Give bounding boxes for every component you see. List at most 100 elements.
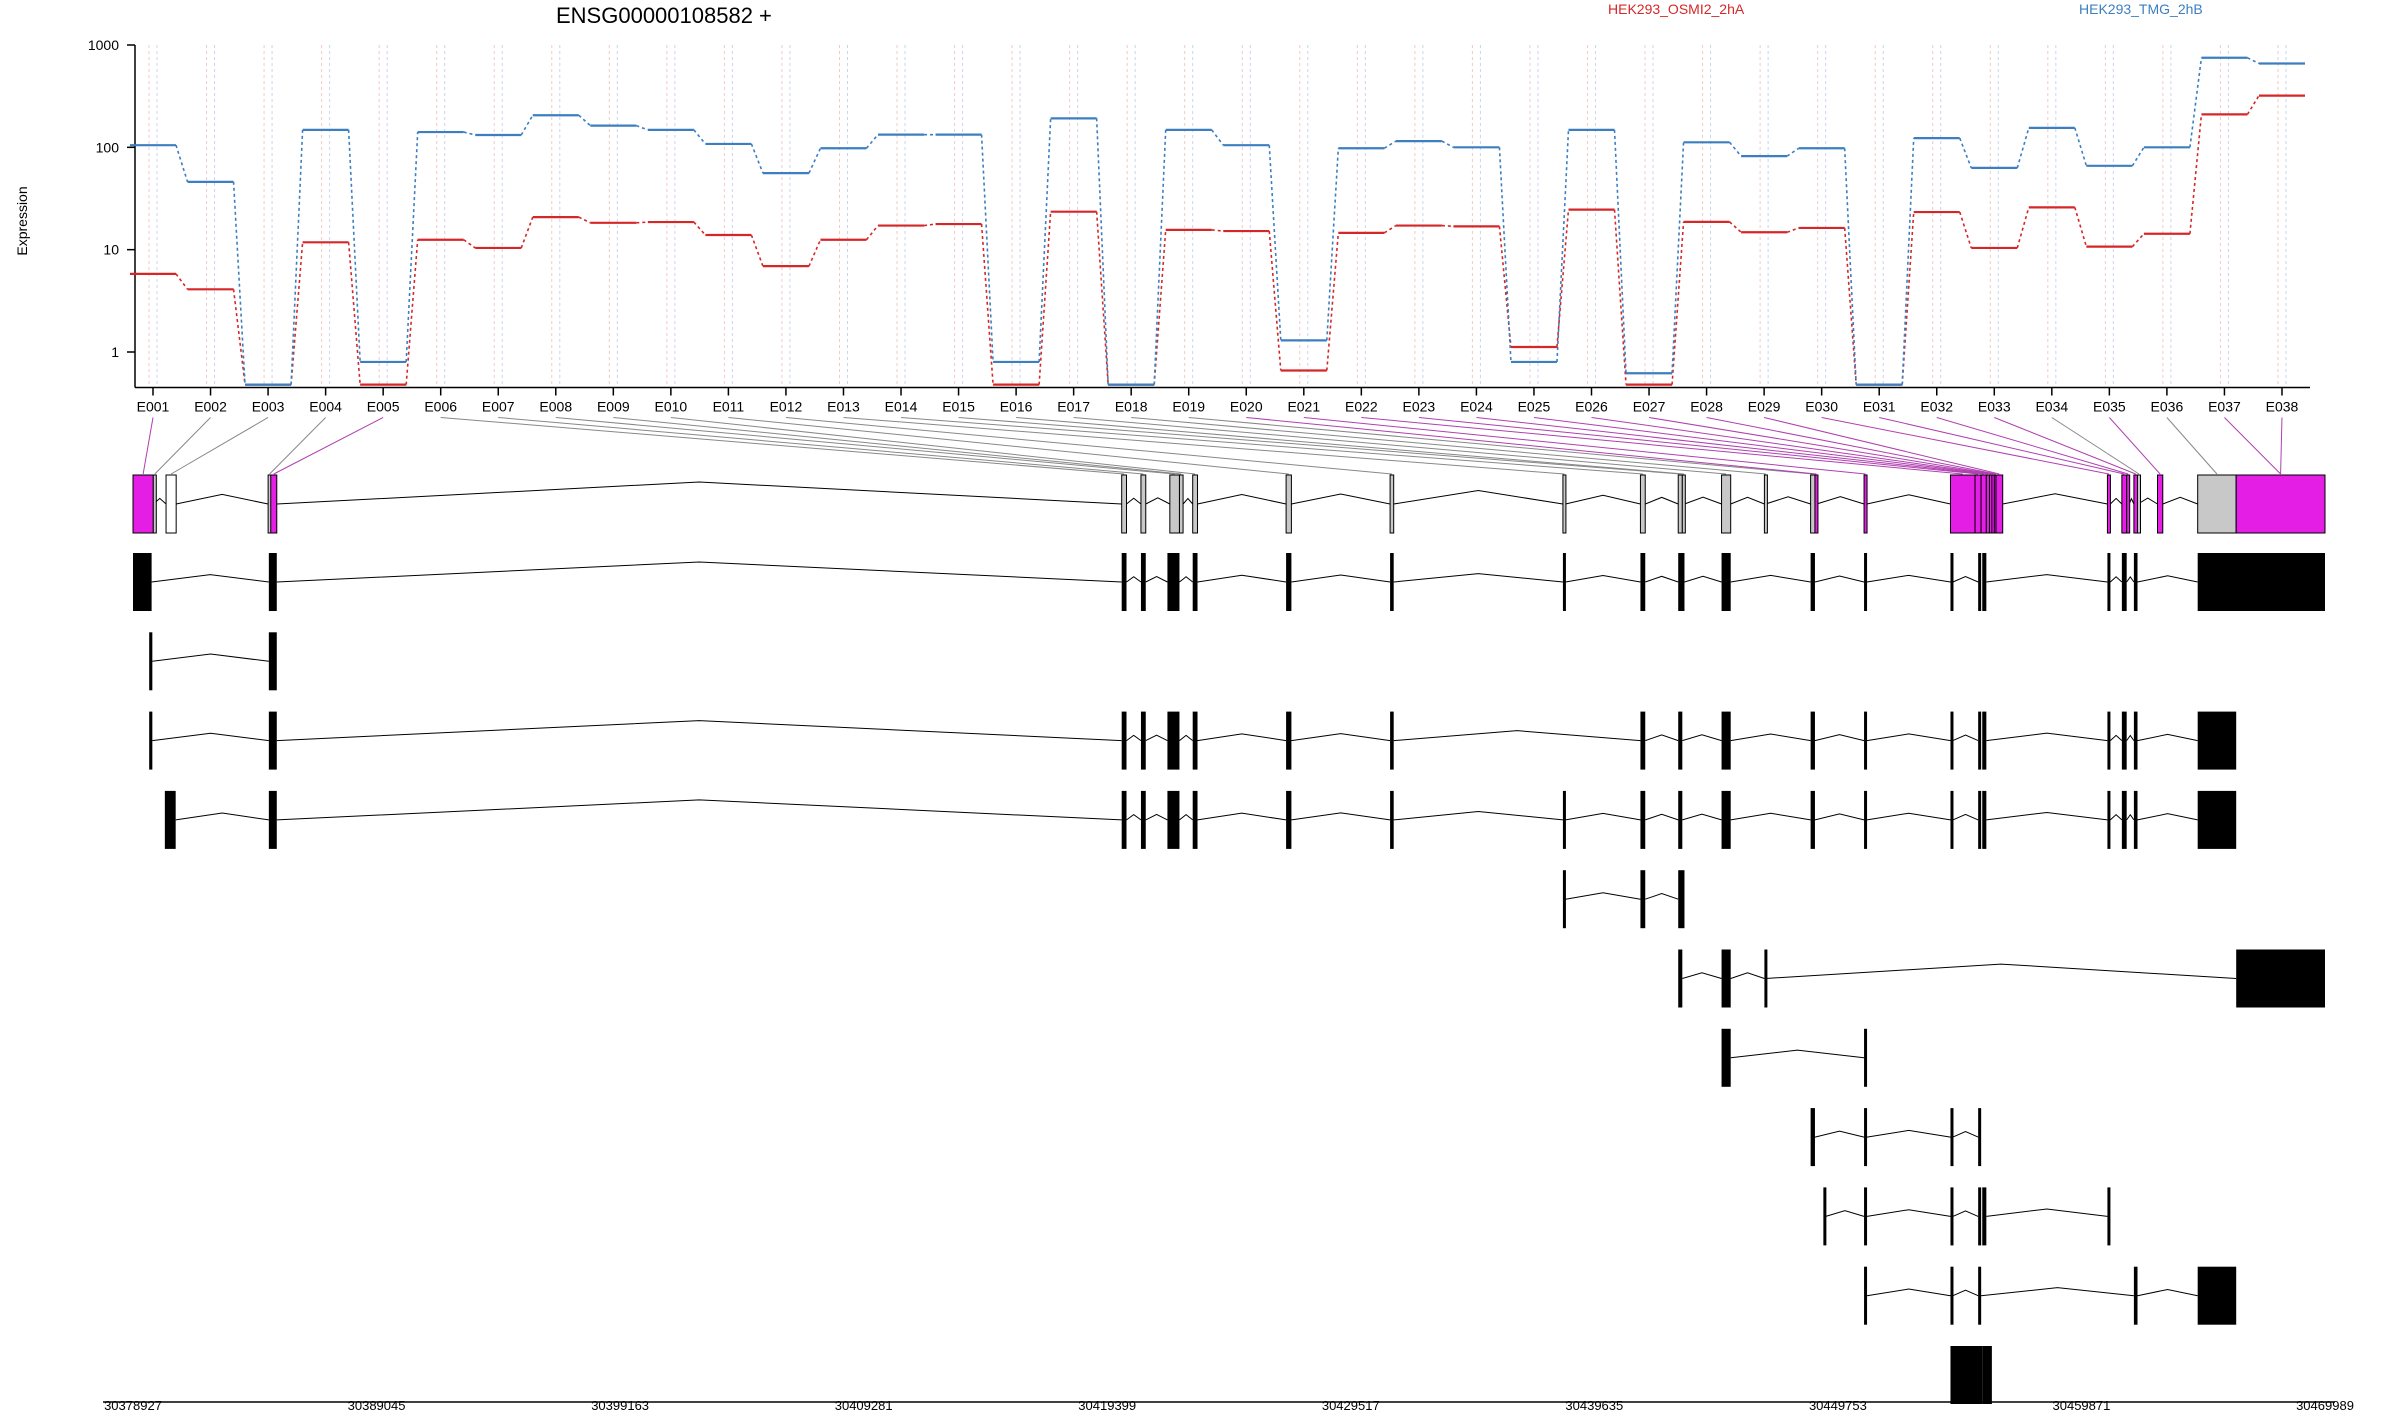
transcript-intron: [1291, 574, 1391, 583]
exon-bin: [2137, 474, 2142, 534]
series-layer: [129, 56, 2305, 386]
transcripts-layer: [133, 553, 2325, 1404]
x-tick-label: E013: [827, 398, 860, 414]
transcript-intron: [1645, 893, 1679, 900]
transcript-exon: [1950, 711, 1954, 770]
transcript-exon: [1640, 870, 1646, 929]
transcript-intron: [1866, 1288, 1951, 1297]
x-tick-label: E018: [1115, 398, 1148, 414]
exon-bin: [1995, 474, 2004, 534]
x-tick-label: E008: [539, 398, 572, 414]
exon-connector: [2166, 417, 2218, 475]
transcript-intron: [1986, 811, 2108, 821]
genome-tick-label: 30449753: [1809, 1398, 1867, 1410]
exon-bin: [1121, 474, 1128, 534]
exon-connector: [1418, 416, 1979, 475]
series-connector: [2189, 57, 2203, 148]
genome-tick-label: 30439635: [1565, 1398, 1623, 1410]
intron: [276, 481, 1122, 505]
transcript-exon: [1864, 553, 1868, 611]
exon-bin: [1974, 474, 1982, 534]
transcript: [1810, 1108, 1982, 1167]
series-connector: [1901, 212, 1915, 385]
exon-connector: [440, 416, 1125, 475]
intron: [1684, 496, 1722, 505]
series-connector: [865, 225, 879, 241]
transcript-exon: [1950, 790, 1954, 849]
transcript-exon: [1678, 711, 1683, 770]
transcript-exon: [1864, 1266, 1868, 1325]
series-connector: [1038, 118, 1052, 362]
transcript: [133, 553, 2325, 611]
intron: [1645, 496, 1679, 505]
transcript-intron: [1145, 576, 1168, 583]
transcript-intron: [1645, 575, 1679, 583]
x-tick-label: E036: [2151, 398, 2184, 414]
x-tick-label: E037: [2208, 398, 2241, 414]
exon-bin: [1980, 474, 1987, 534]
exon-connector: [1936, 417, 2129, 475]
exon-connector: [1591, 416, 1992, 475]
series-connector: [808, 147, 822, 174]
series-connector: [1268, 230, 1282, 371]
series-connector: [1153, 129, 1167, 385]
x-tick-label: E004: [309, 398, 342, 414]
transcript-intron: [1393, 811, 1563, 821]
genome-tick-label: 30409281: [835, 1398, 893, 1410]
transcript-exon: [1140, 553, 1146, 611]
intron: [2162, 496, 2198, 505]
transcript-exon: [2107, 711, 2111, 770]
series-connector: [2074, 127, 2088, 167]
transcript-intron: [2137, 575, 2198, 583]
transcript: [149, 711, 2237, 770]
transcript-exon: [2236, 949, 2325, 1008]
transcript-intron: [1145, 734, 1168, 742]
exon-connector: [1131, 416, 1766, 475]
x-tick-label: E019: [1172, 398, 1205, 414]
transcript-intron: [1952, 813, 1979, 821]
transcript-intron: [1866, 733, 1951, 742]
exon-bin: [1763, 474, 1768, 534]
transcript-intron: [1814, 1130, 1865, 1138]
transcript-intron: [1814, 575, 1865, 583]
exon-connector: [1764, 417, 2000, 475]
exon-connector: [555, 416, 1175, 475]
exon-connector: [958, 416, 1681, 475]
transcript-intron: [2126, 575, 2135, 583]
series-connector: [1671, 142, 1685, 374]
exon-bin: [2126, 474, 2131, 534]
exon-bin: [1140, 474, 1147, 534]
transcript-exon: [2133, 790, 2138, 849]
genome-tick-label: 30459871: [2053, 1398, 2111, 1410]
exon-connector: [843, 416, 1565, 475]
transcript-exon: [1562, 790, 1566, 849]
transcript-exon: [1864, 711, 1868, 770]
series-connector: [290, 129, 304, 385]
transcript: [1721, 1028, 1868, 1087]
transcript-intron: [276, 720, 1122, 742]
transcript-exon: [1982, 790, 1987, 849]
exon-connector: [1994, 417, 2136, 475]
exon-bin: [2106, 474, 2111, 534]
y-tick-label: 1000: [88, 37, 119, 53]
series-connector: [1728, 141, 1742, 157]
exon-connector: [1303, 416, 1866, 475]
transcript-intron: [1730, 972, 1765, 979]
exon-bin: [1639, 474, 1646, 534]
transcript-exon: [2197, 790, 2237, 849]
genome-tick-label: 30469989: [2296, 1398, 2354, 1410]
x-tick-label: E015: [942, 398, 975, 414]
series-connector: [2246, 95, 2260, 115]
transcript-exon: [1678, 553, 1685, 611]
transcript-intron: [1765, 963, 2237, 979]
intron: [1730, 496, 1765, 505]
transcript-exon: [1810, 1108, 1815, 1167]
exon-connector: [142, 417, 154, 475]
y-tick-label: 10: [103, 242, 119, 258]
x-tick-label: E005: [367, 398, 400, 414]
transcript-exon: [268, 711, 277, 770]
transcript-intron: [1952, 1131, 1979, 1138]
legend-series-2: HEK293_TMG_2hB: [2079, 1, 2203, 17]
exon-bin: [2235, 474, 2326, 534]
transcript-intron: [1565, 574, 1641, 583]
